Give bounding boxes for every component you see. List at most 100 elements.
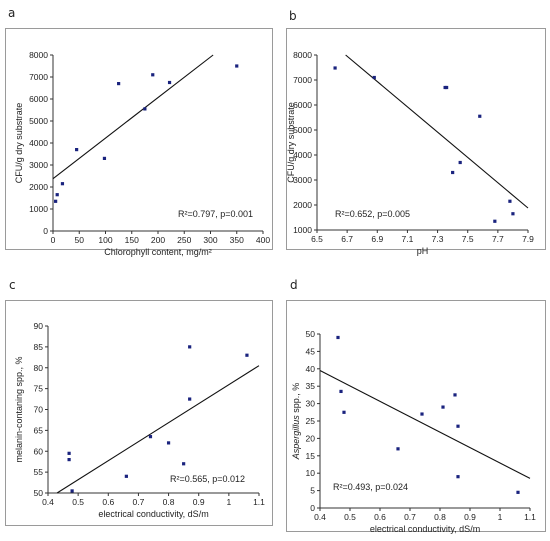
x-tick-label-a: 300: [203, 235, 217, 245]
y-tick-label-c: 65: [34, 425, 44, 435]
x-tick-label-b: 7.9: [522, 234, 534, 244]
x-axis-label-c: electrical conductivity, dS/m: [98, 509, 208, 519]
x-tick-label-a: 200: [151, 235, 165, 245]
y-tick-label-c: 90: [34, 321, 44, 331]
y-tick-label-b: 8000: [293, 50, 312, 60]
data-point-d: [516, 491, 519, 494]
y-tick-label-c: 60: [34, 446, 44, 456]
data-point-d: [456, 475, 459, 478]
data-point-b: [333, 66, 336, 69]
y-tick-label-a: 6000: [29, 94, 48, 104]
data-point-a: [235, 64, 238, 67]
trendline-d: [320, 371, 530, 479]
annotation-b: R²=0.652, p=0.005: [335, 209, 410, 219]
data-point-b: [459, 161, 462, 164]
y-tick-label-d: 25: [306, 416, 316, 426]
y-tick-label-c: 85: [34, 342, 44, 352]
data-point-a: [143, 107, 146, 110]
x-tick-label-c: 0.4: [42, 497, 54, 507]
data-point-c: [167, 441, 170, 444]
x-tick-label-a: 0: [51, 235, 56, 245]
data-point-c: [188, 345, 191, 348]
x-tick-label-b: 7.1: [402, 234, 414, 244]
x-tick-label-d: 0.5: [344, 512, 356, 522]
x-tick-label-a: 50: [75, 235, 85, 245]
data-point-a: [151, 73, 154, 76]
data-point-d: [456, 425, 459, 428]
x-tick-label-b: 7.5: [462, 234, 474, 244]
y-tick-label-a: 2000: [29, 182, 48, 192]
data-point-c: [68, 452, 71, 455]
data-point-a: [168, 81, 171, 84]
x-tick-label-b: 7.3: [432, 234, 444, 244]
y-tick-label-b: 2000: [293, 200, 312, 210]
data-point-c: [125, 475, 128, 478]
y-tick-label-d: 5: [310, 486, 315, 496]
x-axis-label-b: pH: [417, 246, 429, 256]
data-point-d: [441, 405, 444, 408]
x-tick-label-d: 1.1: [524, 512, 536, 522]
annotation-c: R²=0.565, p=0.012: [170, 474, 245, 484]
x-tick-label-b: 6.7: [341, 234, 353, 244]
y-axis-label-a: CFU/g dry substrate: [14, 103, 24, 184]
y-tick-label-b: 7000: [293, 75, 312, 85]
y-tick-label-d: 20: [306, 433, 316, 443]
trendline-a: [53, 55, 213, 179]
y-axis-label-d: Aspergillus spp., %: [291, 383, 301, 461]
x-tick-label-b: 6.5: [311, 234, 323, 244]
y-tick-label-d: 10: [306, 468, 316, 478]
y-tick-label-d: 15: [306, 451, 316, 461]
y-tick-label-d: 35: [306, 381, 316, 391]
data-point-d: [339, 390, 342, 393]
y-tick-label-a: 3000: [29, 160, 48, 170]
x-tick-label-a: 150: [125, 235, 139, 245]
data-point-d: [336, 336, 339, 339]
data-point-d: [420, 412, 423, 415]
x-tick-label-a: 400: [256, 235, 270, 245]
data-point-b: [493, 220, 496, 223]
y-tick-label-a: 7000: [29, 72, 48, 82]
data-point-d: [342, 411, 345, 414]
annotation-a: R²=0.797, p=0.001: [178, 209, 253, 219]
data-point-b: [445, 86, 448, 89]
y-tick-label-c: 55: [34, 467, 44, 477]
x-tick-label-c: 0.8: [163, 497, 175, 507]
x-tick-label-c: 0.9: [193, 497, 205, 507]
x-tick-label-d: 1: [498, 512, 503, 522]
x-tick-label-a: 100: [98, 235, 112, 245]
y-axis-label-c: melanin-contaning spp., %: [14, 356, 24, 462]
x-tick-label-c: 1.1: [253, 497, 265, 507]
x-axis-label-d: electrical conductivity, dS/m: [370, 524, 480, 534]
y-tick-label-d: 45: [306, 346, 316, 356]
data-point-b: [451, 171, 454, 174]
data-point-a: [103, 157, 106, 160]
data-point-a: [75, 148, 78, 151]
data-point-b: [373, 76, 376, 79]
data-point-c: [68, 458, 71, 461]
y-tick-label-d: 50: [306, 329, 316, 339]
x-tick-label-a: 250: [177, 235, 191, 245]
data-point-b: [508, 200, 511, 203]
y-tick-label-a: 8000: [29, 50, 48, 60]
x-tick-label-a: 350: [230, 235, 244, 245]
data-point-d: [453, 393, 456, 396]
y-tick-label-c: 75: [34, 384, 44, 394]
y-tick-label-c: 70: [34, 405, 44, 415]
y-tick-label-b: 1000: [293, 225, 312, 235]
x-tick-label-d: 0.9: [464, 512, 476, 522]
x-tick-label-c: 0.5: [72, 497, 84, 507]
x-axis-label-a: Chlorophyll content, mg/m²: [104, 247, 212, 257]
data-point-c: [149, 435, 152, 438]
x-tick-label-d: 0.8: [434, 512, 446, 522]
y-tick-label-d: 40: [306, 364, 316, 374]
data-point-d: [396, 447, 399, 450]
x-tick-label-c: 1: [226, 497, 231, 507]
y-axis-label-b: CFU/g dry substrate: [286, 102, 296, 183]
x-tick-label-b: 6.9: [371, 234, 383, 244]
x-tick-label-d: 0.6: [374, 512, 386, 522]
y-tick-label-a: 4000: [29, 138, 48, 148]
data-point-b: [478, 115, 481, 118]
data-point-c: [188, 397, 191, 400]
data-point-c: [245, 354, 248, 357]
